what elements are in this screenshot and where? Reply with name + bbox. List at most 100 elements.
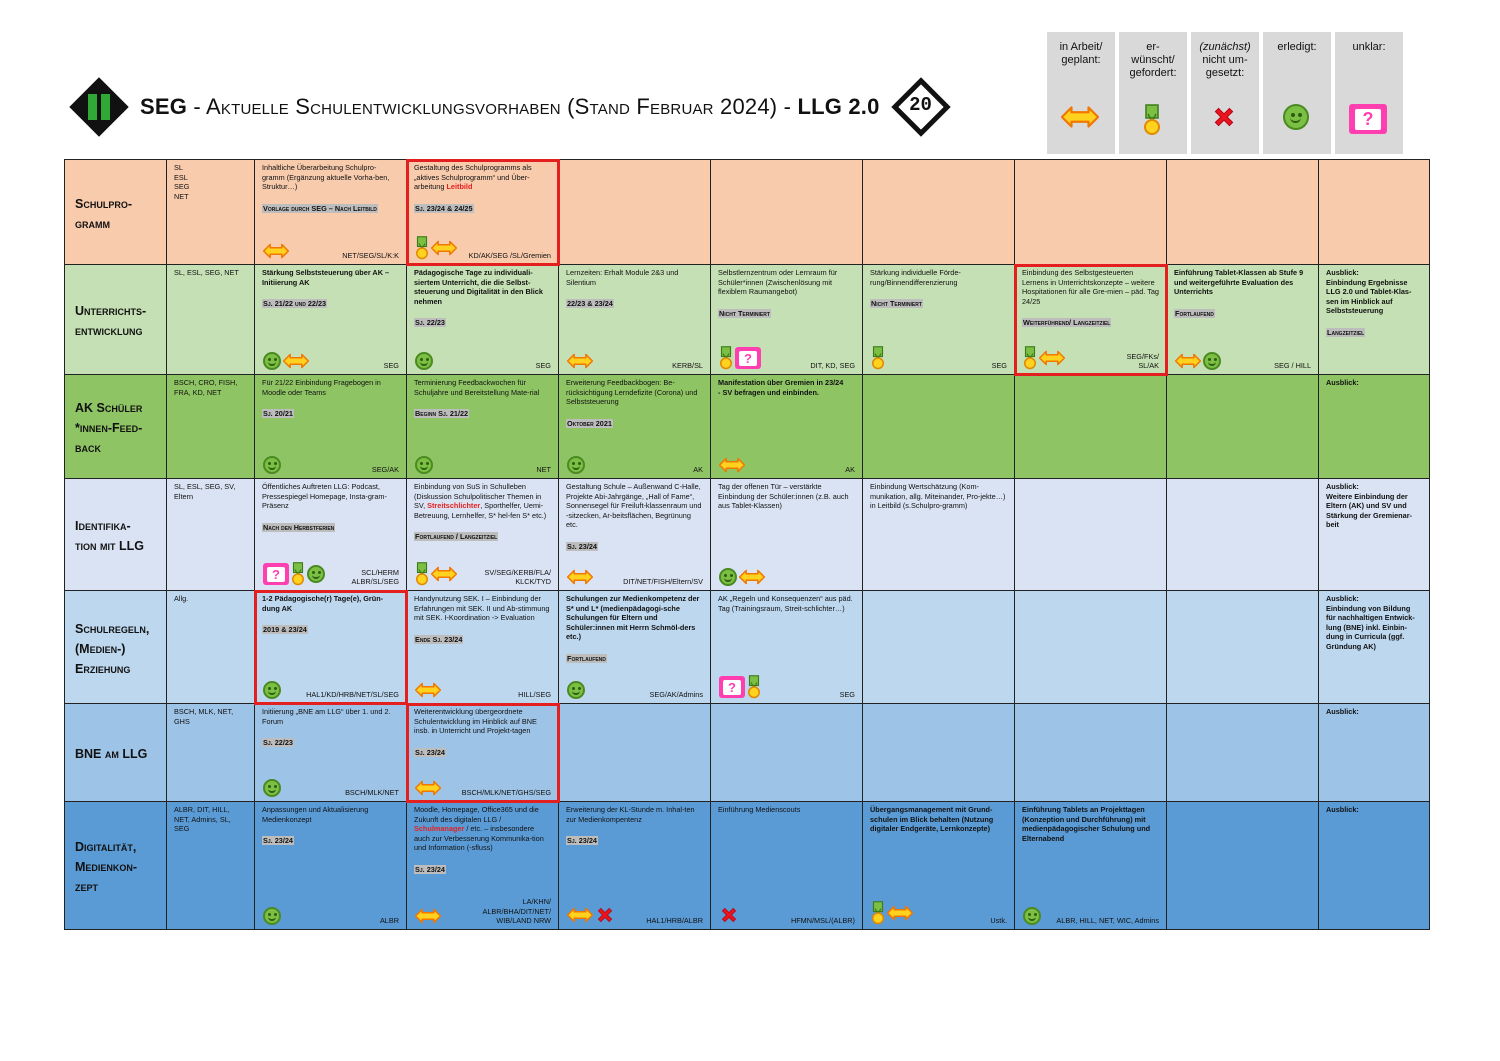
owner-label: SEG/AK bbox=[371, 465, 399, 475]
project-cell: Ausblick: bbox=[1318, 801, 1430, 930]
smiley-icon bbox=[415, 352, 433, 370]
project-text: Ausblick: bbox=[1326, 805, 1359, 814]
question-icon: ? bbox=[1349, 104, 1387, 134]
cross-icon bbox=[1214, 107, 1234, 127]
timeline-note: Sj. 23/24 & 24/25 bbox=[414, 203, 474, 213]
project-cell bbox=[862, 703, 1015, 802]
owner-label: ALBR bbox=[379, 916, 399, 926]
highlighted-term: Leitbild bbox=[446, 182, 473, 192]
project-cell: Ausblick: Einbindung von Bildung für nac… bbox=[1318, 590, 1430, 704]
responsible-cell: SL, ESL, SEG, SV, Eltern bbox=[166, 478, 255, 591]
timeline-note: Vorlage durch SEG – Nach Leitbild bbox=[262, 203, 378, 213]
smiley-icon bbox=[263, 352, 281, 370]
medal-icon bbox=[1144, 104, 1160, 135]
status-icons bbox=[719, 568, 767, 586]
owner-label: BSCH/MLK/NET bbox=[345, 788, 399, 798]
project-text: Gestaltung Schule – Außenwand C-Halle, P… bbox=[566, 482, 702, 530]
timeline-note: Beginn Sj. 21/22 bbox=[414, 409, 470, 419]
project-cell: Ausblick: Weitere Einbindung der Eltern … bbox=[1318, 478, 1430, 591]
status-icons bbox=[263, 681, 283, 699]
project-cell: Lernzeiten: Erhalt Module 2&3 und Silent… bbox=[558, 264, 711, 375]
project-cell: Inhaltliche Überarbeitung Schulpro-gramm… bbox=[254, 159, 407, 265]
medal-icon bbox=[872, 901, 884, 925]
smiley-icon bbox=[263, 907, 281, 925]
owner-label: SEG/FKs/ SL/AK bbox=[1126, 351, 1159, 371]
project-cell: Einbindung von SuS in Schulleben (Diskus… bbox=[406, 478, 559, 591]
timeline-note: Sj. 23/24 bbox=[414, 864, 446, 874]
project-cell: Anpassungen und Aktualisierung Medienkon… bbox=[254, 801, 407, 930]
status-icons bbox=[263, 456, 283, 474]
project-cell: Weiterentwicklung übergeordnete Schulent… bbox=[405, 702, 560, 803]
timeline-note: Nach den Herbstferien bbox=[262, 522, 336, 532]
project-cell bbox=[1166, 374, 1319, 479]
project-text: Übergangsmanagement mit Grund-schulen im… bbox=[870, 805, 994, 834]
project-cell: Manifestation über Gremien in 23/24 - SV… bbox=[710, 374, 863, 479]
project-cell bbox=[862, 590, 1015, 704]
owner-label: KERB/SL bbox=[672, 361, 703, 371]
owner-label: HAL1/HRB/ALBR bbox=[646, 916, 703, 926]
medal-icon bbox=[292, 562, 304, 586]
project-cell bbox=[710, 159, 863, 265]
legend: in Arbeit/ geplant: er- wünscht/ geforde… bbox=[1047, 32, 1403, 154]
project-cell: Initiierung „BNE am LLG“ über 1. und 2. … bbox=[254, 703, 407, 802]
owner-label: NET bbox=[536, 465, 551, 475]
owner-label: HAL1/KD/HRB/NET/SL/SEG bbox=[306, 690, 399, 700]
owner-label: SCL/HERM ALBR/SL/SEG bbox=[351, 567, 399, 587]
smiley-icon bbox=[567, 456, 585, 474]
owner-label: HILL/SEG bbox=[518, 690, 551, 700]
project-text: Weiterentwicklung übergeordnete Schulent… bbox=[414, 707, 537, 736]
arrow-icon bbox=[415, 780, 441, 796]
project-cell: Tag der offenen Tür – verstärkte Einbind… bbox=[710, 478, 863, 591]
arrow-icon bbox=[567, 907, 593, 923]
arrow-icon bbox=[415, 908, 441, 924]
project-cell: Einbindung Wertschätzung (Kom-munikation… bbox=[862, 478, 1015, 591]
project-cell bbox=[1014, 159, 1167, 265]
project-cell: Stärkung individuelle Förde-rung/Binnend… bbox=[862, 264, 1015, 375]
row-title: BNE am LLG bbox=[64, 703, 167, 802]
project-text: Ausblick: bbox=[1326, 378, 1359, 387]
status-icons bbox=[415, 907, 443, 925]
status-icons bbox=[1023, 346, 1067, 370]
timeline-note: Fortlaufend / Langzeitziel bbox=[414, 532, 499, 542]
row-title: Schulpro- gramm bbox=[64, 159, 167, 265]
project-cell bbox=[558, 703, 711, 802]
timeline-note: Sj. 22/23 bbox=[414, 318, 446, 328]
project-text: Für 21/22 Einbindung Fragebogen in Moodl… bbox=[262, 378, 381, 397]
row-schulregeln: Schulregeln, (Medien-) Erziehung Allg. 1-2… bbox=[64, 589, 1430, 705]
project-cell: AK „Regeln und Konsequenzen“ aus päd. Ta… bbox=[710, 590, 863, 704]
medal-icon bbox=[1024, 346, 1036, 370]
highlighted-term: Schulmanager bbox=[414, 824, 465, 834]
smiley-icon bbox=[567, 681, 585, 699]
timeline-note: Sj. 23/24 bbox=[566, 836, 598, 846]
project-cell: Pädagogische Tage zu individuali-siertem… bbox=[406, 264, 559, 375]
page-title: SEG - Aktuelle Schulentwicklungsvorhaben… bbox=[140, 94, 880, 119]
timeline-note: Sj. 23/24 bbox=[414, 747, 446, 757]
responsible-cell: BSCH, MLK, NET, GHS bbox=[166, 703, 255, 802]
status-icons: ? bbox=[719, 675, 763, 699]
project-text: Schulungen zur Medienkompetenz der S* un… bbox=[566, 594, 700, 642]
project-cell: Handynutzung SEK. I – Einbindung der Erf… bbox=[406, 590, 559, 704]
status-icons bbox=[719, 905, 741, 925]
smiley-icon bbox=[719, 568, 737, 586]
owner-label: SEG/AK/Admins bbox=[649, 690, 703, 700]
status-icons bbox=[567, 681, 587, 699]
medal-icon bbox=[872, 346, 884, 370]
owner-label: SV/SEG/KERB/FLA/ KLCK/TYD bbox=[484, 567, 551, 587]
row-title: Digitalität, Medienkon- zept bbox=[64, 801, 167, 930]
smiley-icon bbox=[415, 456, 433, 474]
status-icons bbox=[263, 242, 291, 260]
project-text: Stärkung Selbststeuerung über AK – Initi… bbox=[262, 268, 390, 287]
timeline-note: Sj. 20/21 bbox=[262, 409, 294, 419]
row-akfeedback: AK Schüler *innen-Feed- back BSCH, CRO, F… bbox=[64, 374, 1430, 479]
owner-label: Ustk. bbox=[990, 916, 1007, 926]
owner-label: SEG bbox=[839, 690, 855, 700]
project-text: Öffentliches Auftreten LLG: Podcast, Pre… bbox=[262, 482, 387, 511]
arrow-icon bbox=[1175, 353, 1201, 369]
status-icons bbox=[567, 456, 587, 474]
status-icons bbox=[415, 779, 443, 797]
project-text: Einführung Tablets an Projekttagen (Konz… bbox=[1022, 805, 1151, 843]
owner-label: BSCH/MLK/NET/GHS/SEG bbox=[461, 788, 551, 798]
project-cell bbox=[1014, 374, 1167, 479]
project-cell bbox=[1014, 590, 1167, 704]
project-cell: Terminierung Feedbackwochen für Schuljah… bbox=[406, 374, 559, 479]
